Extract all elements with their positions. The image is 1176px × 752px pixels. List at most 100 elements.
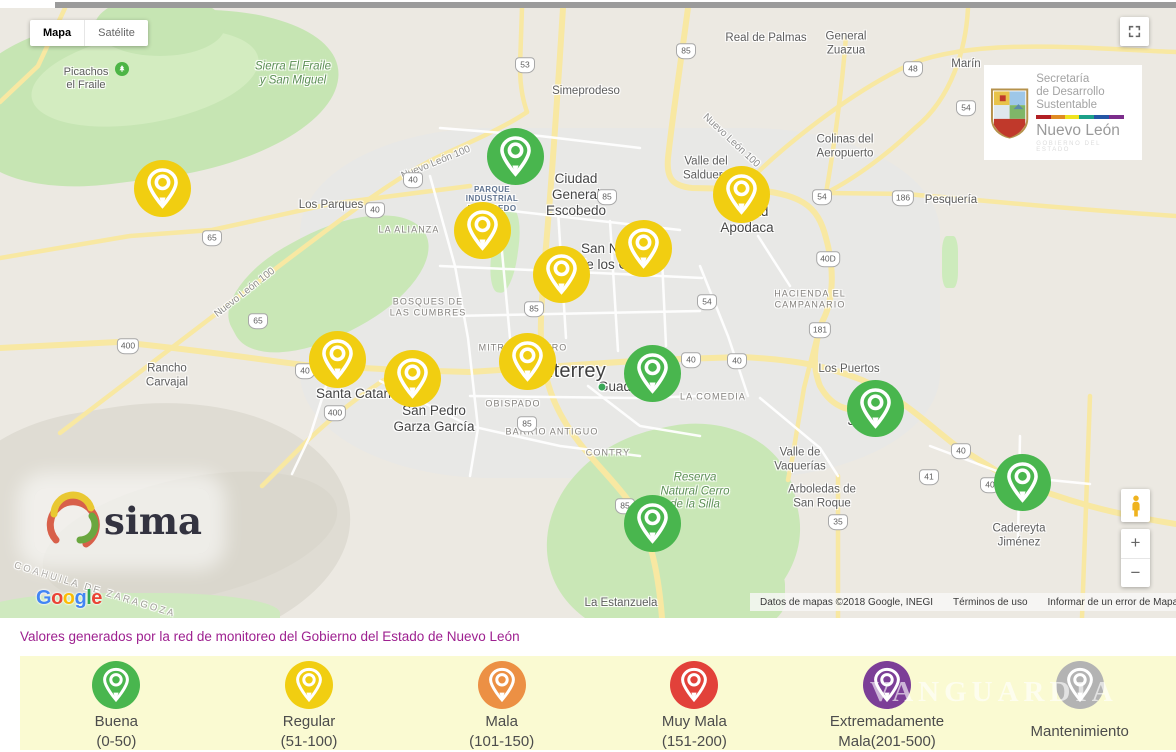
- google-logo-letter: G: [36, 587, 52, 609]
- zoom-in-button[interactable]: +: [1121, 529, 1150, 559]
- route-shield: 53: [515, 57, 535, 73]
- sima-swirl-icon: [46, 491, 100, 548]
- map-type-button-mapa[interactable]: Mapa: [30, 20, 84, 46]
- agency-name-line3: Sustentable: [1036, 98, 1097, 111]
- nuevo-leon-coat-of-arms-icon: [990, 88, 1029, 139]
- legend-range: (101-150): [469, 733, 535, 750]
- map-label: OBISPADO: [485, 398, 541, 409]
- legend-label: Regular: [282, 713, 336, 730]
- route-shield: 85: [517, 416, 537, 432]
- legend-marker-icon: [477, 661, 526, 709]
- station-marker-buena[interactable]: [487, 128, 544, 185]
- station-marker-buena[interactable]: [994, 454, 1051, 511]
- route-shield: 85: [676, 43, 696, 59]
- station-marker-regular[interactable]: [384, 350, 441, 407]
- route-shield: 40D: [816, 251, 840, 267]
- station-marker-regular[interactable]: [713, 166, 770, 223]
- zoom-out-button[interactable]: −: [1121, 559, 1150, 588]
- pegman-icon: [1131, 495, 1140, 516]
- zoom-control: + −: [1121, 529, 1150, 587]
- station-marker-buena[interactable]: [624, 495, 681, 552]
- route-shield: 85: [524, 301, 544, 317]
- legend-label: Mala: [485, 713, 518, 730]
- route-shield: 400: [323, 405, 347, 421]
- agency-logo: Secretaría de Desarrollo Sustentable Nue…: [984, 65, 1142, 160]
- pegman-control[interactable]: [1121, 489, 1150, 522]
- agency-name-line1: Secretaría: [1036, 72, 1090, 85]
- station-marker-regular[interactable]: [134, 160, 191, 217]
- park-poi-icon: [115, 62, 129, 76]
- legend-label: Mantenimiento: [1030, 723, 1129, 740]
- terms-of-use-link[interactable]: Términos de uso: [953, 596, 1028, 608]
- map-label: Colinas del Aeropuerto: [816, 133, 874, 159]
- legend-label: Muy Mala: [661, 713, 727, 730]
- legend-item: Regular (51-100): [213, 661, 406, 750]
- google-logo-letter: o: [62, 587, 75, 609]
- google-logo[interactable]: Google: [36, 587, 102, 610]
- legend-marker-icon: [1055, 661, 1104, 709]
- legend-range: (51-100): [280, 733, 338, 750]
- route-shield: 40: [365, 202, 385, 218]
- map-canvas[interactable]: Picachos el Fraile Sierra El Fraile y San…: [0, 8, 1176, 618]
- route-shield: 85: [597, 189, 617, 205]
- route-shield: 35: [828, 514, 848, 530]
- map-label: LA ALIANZA: [378, 224, 440, 235]
- station-marker-regular[interactable]: [309, 331, 366, 388]
- map-label: Marín: [951, 58, 981, 71]
- fullscreen-button[interactable]: [1120, 17, 1149, 46]
- route-shield: 40: [403, 172, 423, 188]
- legend-range: (0-50): [96, 733, 137, 750]
- station-marker-regular[interactable]: [454, 202, 511, 259]
- map-type-control: Mapa Satélite: [30, 20, 148, 46]
- map-label: Sierra El Fraile y San Miguel: [254, 60, 332, 86]
- route-shield: 181: [808, 322, 832, 338]
- map-attribution: Datos de mapas ©2018 Google, INEGI Térmi…: [750, 593, 1176, 611]
- station-marker-regular[interactable]: [615, 220, 672, 277]
- route-shield: 186: [891, 190, 915, 206]
- map-label: Cadereyta Jiménez: [992, 522, 1046, 548]
- map-label: HACIENDA EL CAMPANARIO: [774, 288, 846, 309]
- map-label: San Pedro Garza García: [393, 403, 475, 434]
- agency-state-name: Nuevo León: [1036, 121, 1120, 139]
- route-shield: 48: [903, 61, 923, 77]
- map-type-button-satélite[interactable]: Satélite: [84, 20, 148, 46]
- station-marker-regular[interactable]: [533, 246, 590, 303]
- sima-wordmark: sima: [104, 498, 203, 543]
- map-label: La Estanzuela: [584, 597, 658, 610]
- map-label: LA COMEDIA: [679, 391, 747, 402]
- legend-item: Mantenimiento: [983, 661, 1176, 750]
- legend-marker-icon: [92, 661, 141, 709]
- route-shield: 40: [951, 443, 971, 459]
- legend-bar: Buena (0-50) Regular (51-100) Mala (101-150) M…: [20, 656, 1176, 750]
- legend-range: Mala(201-500): [838, 733, 936, 750]
- legend-label: Extremadamente: [829, 713, 945, 730]
- station-marker-buena[interactable]: [847, 380, 904, 437]
- report-map-error-link[interactable]: Informar de un error de Mapa: [1047, 596, 1176, 608]
- legend-marker-icon: [285, 661, 333, 709]
- map-label: BOSQUES DE LAS CUMBRES: [389, 296, 467, 317]
- legend-marker-icon: [863, 661, 912, 709]
- route-shield: 54: [812, 189, 832, 205]
- map-label: Los Parques: [298, 199, 364, 212]
- map-label: Los Puertos: [818, 363, 880, 376]
- legend-item: Muy Mala (151-200): [598, 661, 791, 750]
- map-label: Arboledas de San Roque: [788, 483, 856, 509]
- map-label: Nuevo León 100: [700, 111, 762, 170]
- legend-title: Valores generados por la red de monitore…: [20, 629, 520, 644]
- map-label: Nuevo León 100: [212, 265, 278, 320]
- map-label: Rancho Carvajal: [145, 362, 189, 388]
- station-marker-regular[interactable]: [499, 333, 556, 390]
- station-marker-buena[interactable]: [624, 345, 681, 402]
- top-strip: [55, 2, 1176, 8]
- route-shield: 400: [116, 338, 140, 354]
- legend-item: Mala (101-150): [405, 661, 598, 750]
- map-label: Real de Palmas: [725, 32, 807, 45]
- route-shield: 54: [697, 294, 717, 310]
- agency-name-line2: de Desarrollo: [1036, 85, 1105, 98]
- legend-marker-icon: [670, 661, 719, 709]
- legend-item: Extremadamente Mala(201-500): [791, 661, 984, 750]
- agency-subtitle: GOBIERNO DEL ESTADO: [1036, 140, 1101, 153]
- google-logo-letter: g: [74, 587, 87, 609]
- terrain-urban-area: [300, 128, 940, 478]
- route-shield: 65: [248, 313, 268, 329]
